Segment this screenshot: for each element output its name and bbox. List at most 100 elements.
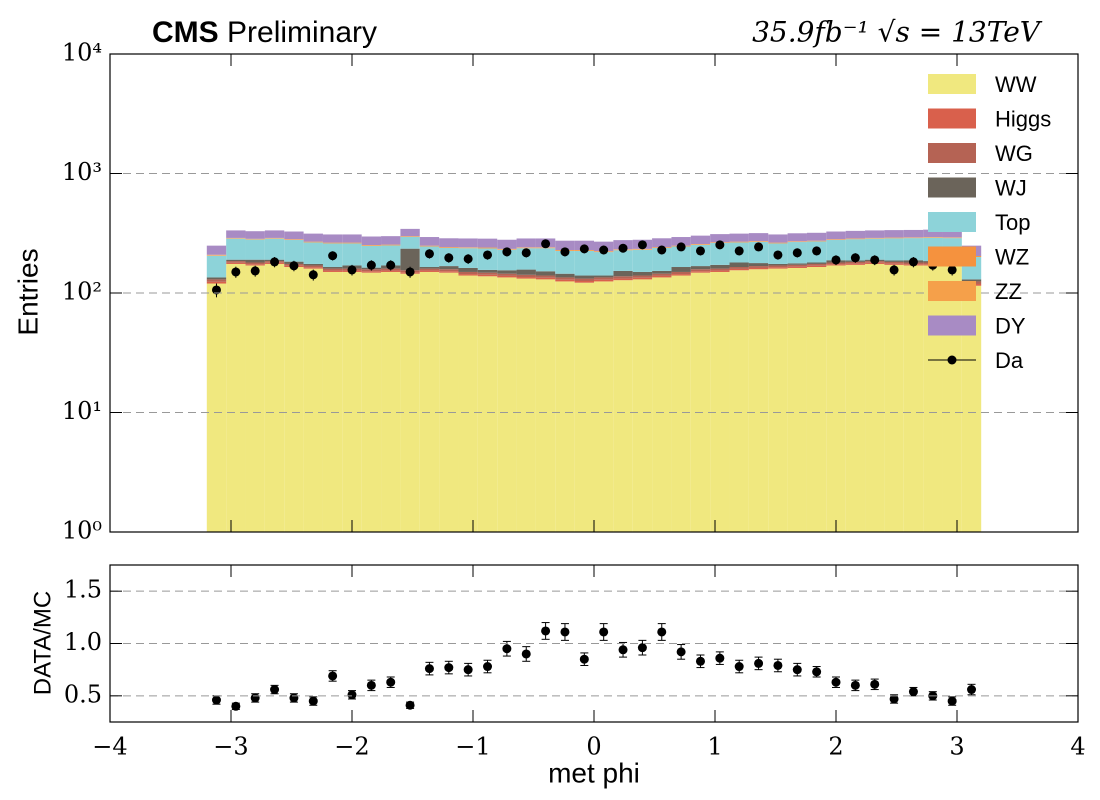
histogram-bar: [574, 250, 594, 276]
legend-label: DY: [995, 313, 1026, 338]
data-point: [618, 645, 628, 655]
histogram-bar: [806, 232, 827, 241]
histogram-bar: [845, 264, 866, 532]
histogram-bar: [729, 270, 749, 532]
data-point: [812, 246, 822, 256]
data-point: [715, 240, 725, 250]
histogram-bar: [342, 234, 362, 243]
histogram-bar: [516, 238, 536, 248]
histogram-bar: [671, 275, 691, 532]
histogram-bar: [574, 281, 594, 283]
histogram-bar: [535, 271, 556, 276]
histogram-bar: [652, 277, 672, 532]
histogram-bar: [419, 267, 440, 269]
x-tick-label: −1: [455, 733, 490, 761]
histogram-bar: [806, 267, 827, 532]
histogram-bar: [806, 262, 827, 264]
histogram-bar: [381, 236, 401, 245]
histogram-bar: [284, 231, 304, 240]
histogram-bar: [361, 272, 382, 532]
histogram-bar: [535, 279, 556, 532]
histogram-bar: [381, 271, 401, 532]
data-point: [289, 261, 299, 271]
data-point: [424, 664, 434, 674]
histogram-bar: [303, 268, 323, 532]
histogram-bar: [555, 250, 575, 274]
histogram-bar: [516, 269, 536, 275]
histogram-bar: [748, 241, 769, 264]
histogram-bar: [710, 268, 730, 271]
histogram-bar: [245, 264, 265, 266]
y-tick-label: 10⁴: [62, 39, 102, 67]
histogram-bar: [226, 238, 246, 260]
data-point: [366, 260, 376, 270]
histogram-bar: [632, 279, 653, 532]
data-point: [695, 656, 705, 666]
histogram-bar: [671, 271, 691, 275]
data-point: [211, 695, 221, 705]
histogram-bar: [710, 271, 730, 532]
histogram-bar: [400, 236, 420, 249]
histogram-bar: [555, 279, 575, 282]
y-tick-label: 10¹: [62, 397, 102, 425]
histogram-bar: [264, 238, 285, 260]
histogram-bar: [535, 248, 556, 272]
histogram-bar: [535, 277, 556, 280]
data-point: [386, 260, 396, 270]
legend-marker: [947, 355, 957, 365]
legend-swatch: [928, 177, 976, 198]
y-tick-label: 1.0: [64, 628, 102, 656]
data-point: [483, 662, 493, 672]
histogram-bar: [787, 264, 807, 267]
data-point: [734, 662, 744, 672]
histogram-bar: [264, 230, 285, 238]
data-point: [483, 250, 493, 260]
y-tick-label: 1.5: [64, 576, 102, 604]
legend-label: Higgs: [995, 106, 1051, 131]
histogram-bar: [729, 262, 749, 268]
histogram-bar: [903, 238, 924, 261]
histogram-bar: [787, 233, 807, 242]
histogram-bar: [458, 238, 478, 248]
histogram-bar: [768, 267, 788, 269]
histogram-bar: [884, 263, 904, 265]
histogram-bar: [245, 231, 265, 239]
histogram-bar: [942, 266, 962, 532]
x-tick-label: −2: [334, 733, 369, 761]
histogram-bar: [671, 274, 691, 276]
histogram-bar: [884, 260, 904, 262]
data-point: [599, 627, 609, 637]
data-point: [870, 255, 880, 265]
subtitle: Preliminary: [227, 16, 377, 49]
y-axis-label: Entries: [12, 248, 43, 335]
histogram-bar: [632, 275, 653, 278]
title: CMS: [152, 16, 219, 49]
histogram-bar: [361, 236, 382, 246]
histogram-bar: [458, 274, 478, 276]
histogram-bar: [226, 262, 246, 264]
histogram-bar: [400, 273, 420, 532]
histogram-bar: [942, 229, 962, 238]
histogram-bar: [439, 272, 459, 532]
histogram-bar: [497, 249, 517, 271]
histogram-bar: [555, 277, 575, 280]
histogram-bar: [613, 278, 633, 281]
histogram-bar: [322, 268, 343, 271]
histogram-bar: [245, 262, 265, 265]
histogram-bar: [748, 269, 769, 532]
histogram-bar: [284, 267, 304, 532]
data-point: [424, 249, 434, 259]
histogram-bar: [865, 230, 885, 238]
histogram-bar: [516, 248, 536, 270]
histogram-bar: [381, 270, 401, 272]
histogram-bar: [226, 261, 246, 263]
histogram-bar: [497, 273, 517, 276]
data-point: [386, 677, 396, 687]
histogram-bar: [516, 278, 536, 532]
histogram-bar: [458, 267, 478, 272]
legend-label: WZ: [995, 244, 1029, 269]
histogram-bar: [768, 268, 788, 532]
legend-label: WG: [995, 141, 1033, 166]
histogram-bar: [768, 263, 788, 266]
legend-swatch: [928, 74, 976, 94]
